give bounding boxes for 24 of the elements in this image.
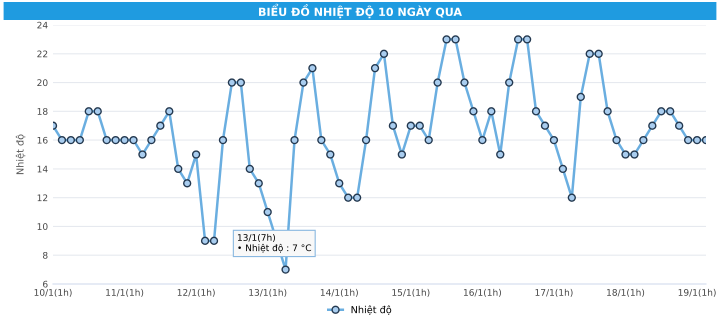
legend-label: Nhiệt độ (352, 305, 392, 315)
x-tick-label: 15/1(1h) (392, 288, 430, 297)
y-tick-label: 12 (38, 194, 48, 202)
x-tick-label: 11/1(1h) (106, 288, 144, 297)
y-tick-label: 6 (43, 280, 48, 288)
y-tick-label: 14 (38, 166, 48, 172)
x-tick-label: 14/1(1h) (320, 288, 358, 297)
y-tick-label: 8 (43, 252, 48, 259)
y-tick-label: 20 (37, 79, 48, 86)
y-axis-title: Nhiệt độ (16, 134, 26, 174)
annotation: 13/1(7h) • Nhiệt độ : 7 °C (238, 234, 312, 253)
y-tick-label: 24 (37, 22, 48, 28)
x-tick-label: 10/1(1h) (34, 288, 72, 297)
chart-title: BIỂU ĐỒ NHIỆT ĐỘ 10 NGÀY QUA (259, 4, 462, 18)
y-tick-label: 10 (38, 223, 48, 230)
x-tick-label: 12/1(1h) (178, 288, 215, 297)
x-tick-label: 13/1(1h) (249, 288, 286, 297)
x-tick-label: 16/1(1h) (464, 288, 501, 297)
x-tick-label: 18/1(1h) (607, 288, 644, 297)
x-tick-label: 19/1(1h) (678, 288, 716, 297)
y-tick-label: 18 (38, 108, 48, 115)
x-tick-label: 17/1(1h) (536, 288, 573, 297)
y-tick-label: 22 (37, 50, 48, 58)
y-tick-label: 16 (38, 136, 48, 144)
